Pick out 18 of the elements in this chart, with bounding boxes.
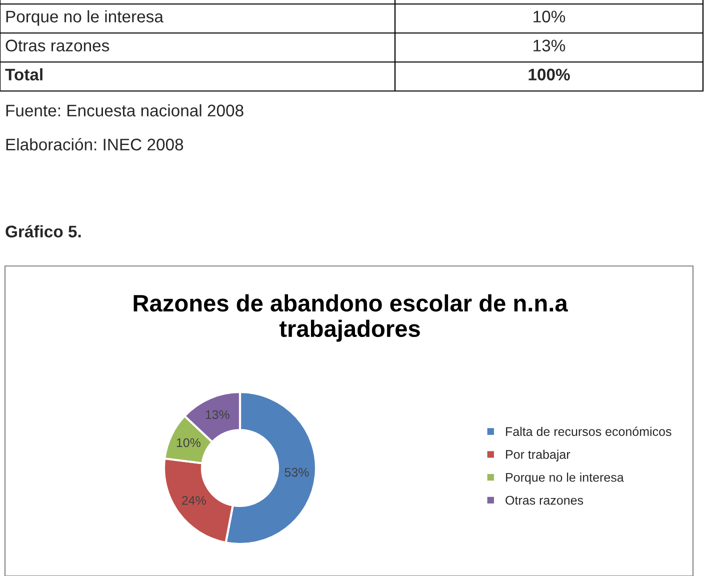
text: Otras razones xyxy=(6,40,110,52)
legend-label: Porque no le interesa xyxy=(506,472,624,484)
data-label: 53% xyxy=(284,468,309,477)
source-note: Fuente: Encuesta nacional 2008 xyxy=(6,104,244,116)
text: Elaboración: INEC 2008 xyxy=(6,138,184,150)
text: 100% xyxy=(528,68,570,80)
text: Total xyxy=(5,68,42,80)
data-label: 13% xyxy=(206,410,230,420)
data-label: 24% xyxy=(182,496,206,505)
text: Gráfico 5. xyxy=(6,225,81,238)
chart-title: Razones de abandono escolar de n.n.a trabajadores xyxy=(134,294,568,342)
text: 13% xyxy=(534,40,566,52)
data-label: 10% xyxy=(176,438,200,448)
legend-label: Falta de recursos económicos xyxy=(506,426,672,436)
text: Porque no le interesa xyxy=(6,10,164,26)
legend-label: Por trabajar xyxy=(506,450,570,462)
text: 10% xyxy=(534,10,566,22)
legend-label: Otras razones xyxy=(506,496,584,505)
